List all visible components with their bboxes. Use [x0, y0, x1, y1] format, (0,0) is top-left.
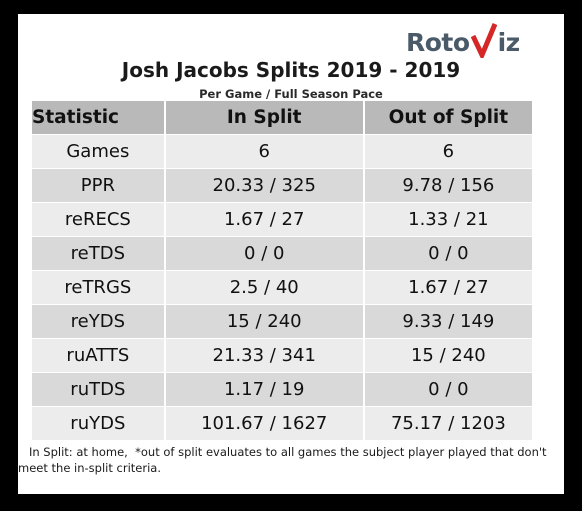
- splits-table: Statistic In Split Out of Split Games 6 …: [32, 101, 532, 441]
- table-row: reTRGS 2.5 / 40 1.67 / 27: [32, 271, 532, 305]
- table-row: ruTDS 1.17 / 19 0 / 0: [32, 373, 532, 407]
- splits-card: Roto iz Josh Jacobs Splits 2019 - 2019 P…: [18, 14, 564, 494]
- out-of-split-value: 0 / 0: [362, 373, 532, 407]
- out-of-split-value: 9.33 / 149: [362, 305, 532, 339]
- out-of-split-value: 9.78 / 156: [362, 169, 532, 203]
- table-row: reRECS 1.67 / 27 1.33 / 21: [32, 203, 532, 237]
- in-split-value: 0 / 0: [163, 237, 363, 271]
- out-of-split-value: 15 / 240: [362, 339, 532, 373]
- table-row: reYDS 15 / 240 9.33 / 149: [32, 305, 532, 339]
- logo-text-right: iz: [497, 28, 521, 57]
- in-split-value: 15 / 240: [163, 305, 363, 339]
- page-subtitle: Per Game / Full Season Pace: [199, 87, 383, 101]
- header-statistic: Statistic: [32, 101, 164, 135]
- in-split-value: 1.67 / 27: [163, 203, 363, 237]
- table-row: Games 6 6: [32, 135, 532, 169]
- in-split-value: 1.17 / 19: [163, 373, 363, 407]
- stat-name: Games: [32, 135, 164, 169]
- out-of-split-value: 1.33 / 21: [362, 203, 532, 237]
- rotoviz-logo: Roto iz: [406, 22, 521, 62]
- in-split-value: 2.5 / 40: [163, 271, 363, 305]
- header-out-of-split: Out of Split: [362, 101, 532, 135]
- table-row: reTDS 0 / 0 0 / 0: [32, 237, 532, 271]
- in-split-value: 21.33 / 341: [163, 339, 363, 373]
- table-row: ruYDS 101.67 / 1627 75.17 / 1203: [32, 407, 532, 441]
- stat-name: reYDS: [32, 305, 164, 339]
- in-split-value: 101.67 / 1627: [163, 407, 363, 441]
- logo-text-left: Roto: [406, 28, 470, 57]
- out-of-split-value: 6: [362, 135, 532, 169]
- table-header-row: Statistic In Split Out of Split: [32, 101, 532, 135]
- page-title: Josh Jacobs Splits 2019 - 2019: [121, 58, 461, 82]
- out-of-split-value: 1.67 / 27: [362, 271, 532, 305]
- stat-name: reRECS: [32, 203, 164, 237]
- stat-name: reTRGS: [32, 271, 164, 305]
- in-split-value: 20.33 / 325: [163, 169, 363, 203]
- footnote: In Split: at home, *out of split evaluat…: [18, 445, 551, 475]
- stat-name: reTDS: [32, 237, 164, 271]
- out-of-split-value: 0 / 0: [362, 237, 532, 271]
- stat-name: ruTDS: [32, 373, 164, 407]
- header-in-split: In Split: [163, 101, 363, 135]
- table-row: PPR 20.33 / 325 9.78 / 156: [32, 169, 532, 203]
- logo-v-icon: [470, 22, 497, 62]
- out-of-split-value: 75.17 / 1203: [362, 407, 532, 441]
- stat-name: PPR: [32, 169, 164, 203]
- table-row: ruATTS 21.33 / 341 15 / 240: [32, 339, 532, 373]
- in-split-value: 6: [163, 135, 363, 169]
- stat-name: ruYDS: [32, 407, 164, 441]
- stat-name: ruATTS: [32, 339, 164, 373]
